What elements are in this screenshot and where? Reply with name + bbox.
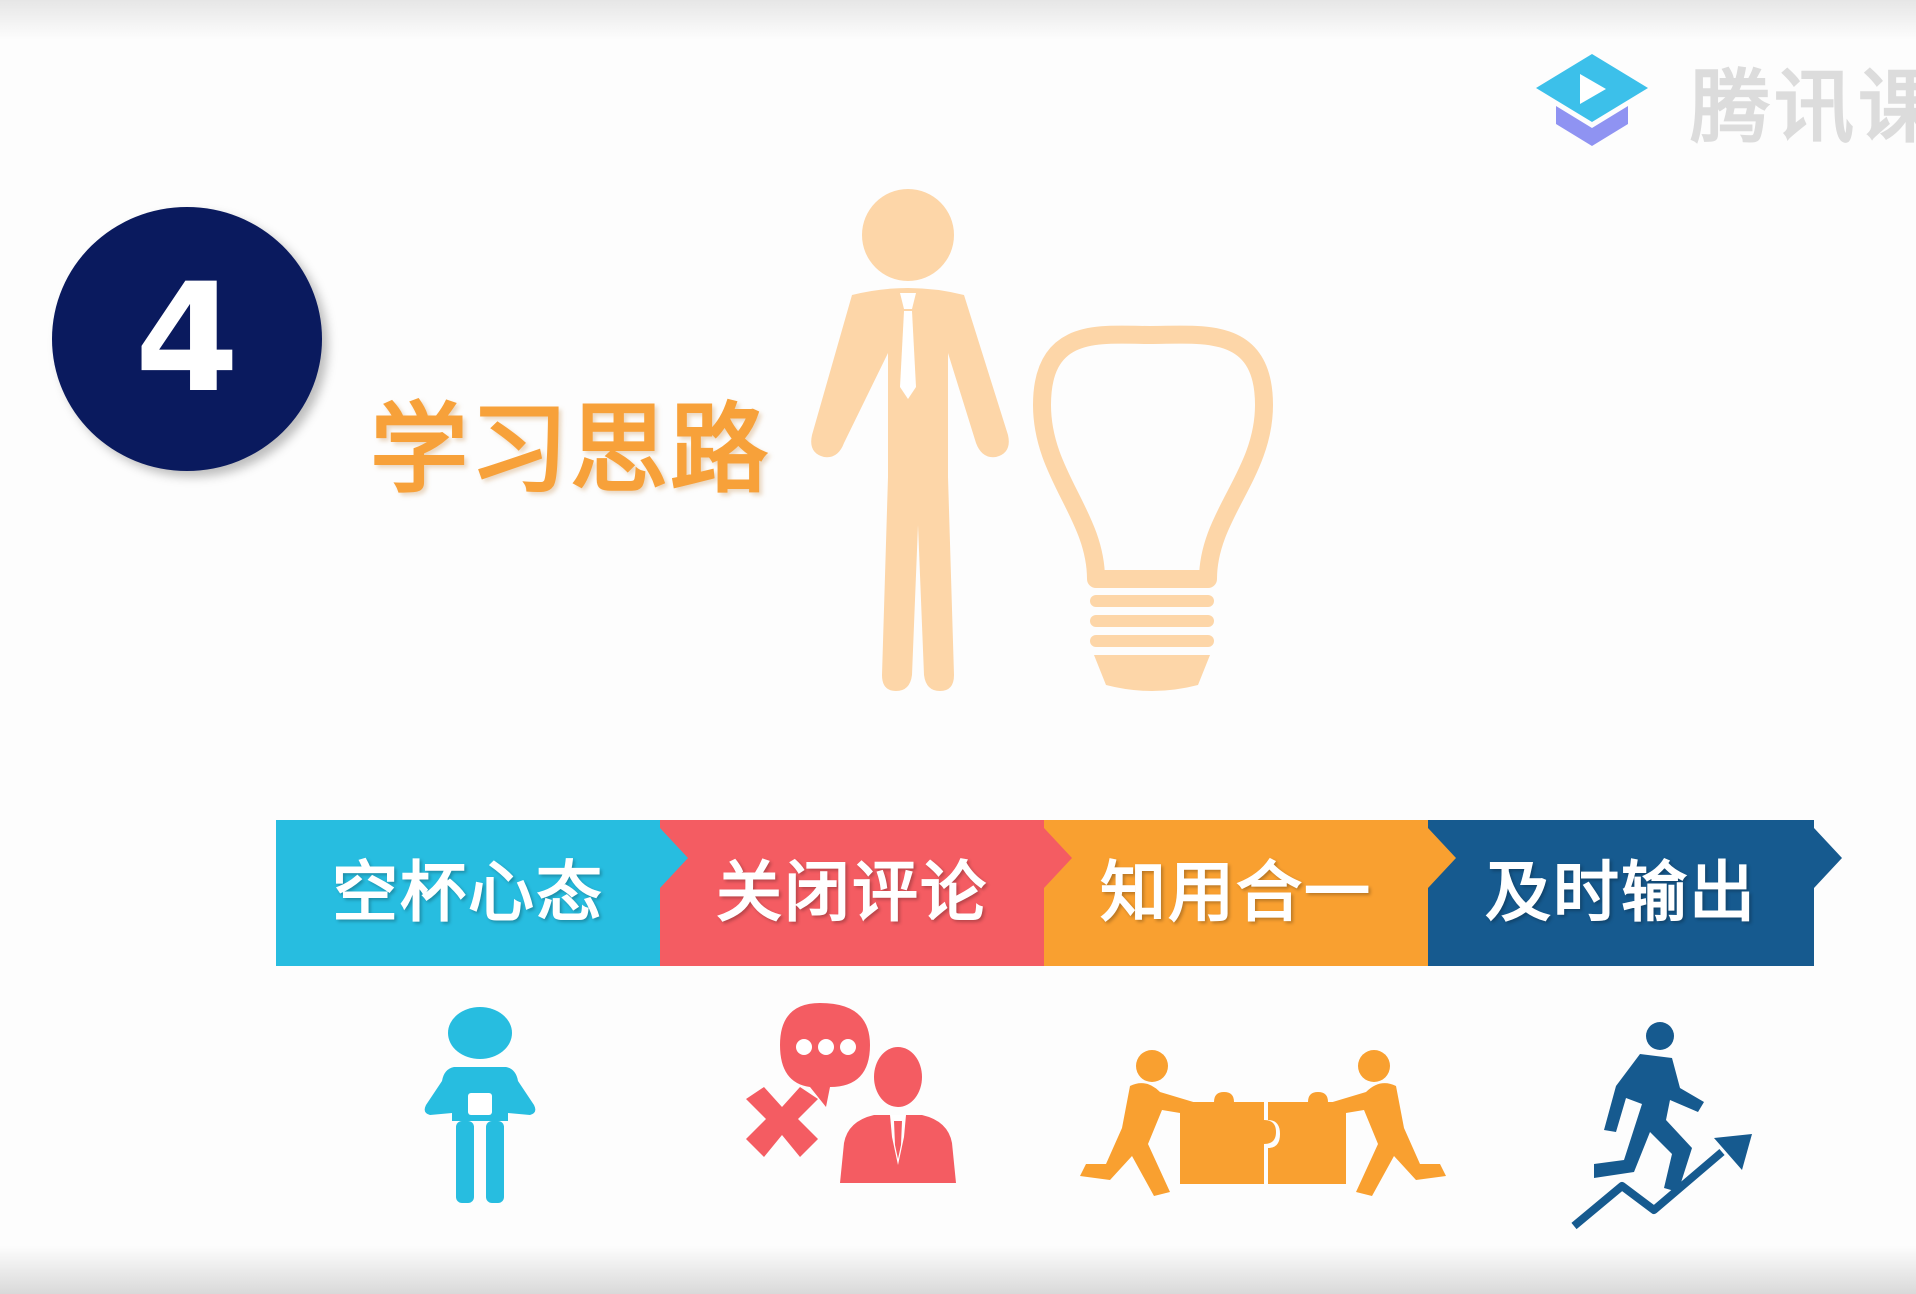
person-holding-cup-icon (424, 1007, 536, 1203)
bottom-edge-fade (0, 1246, 1916, 1294)
section-number: 4 (134, 252, 240, 426)
section-number-badge: 4 (52, 207, 322, 471)
learning-steps-bar: 空杯心态 关闭评论 知用合一 及时输出 (276, 820, 1842, 966)
step-label-1: 空杯心态 (332, 854, 604, 931)
step-arrow-3 (1428, 828, 1456, 888)
step-label-2: 关闭评论 (716, 854, 988, 931)
step-arrow-2 (1044, 828, 1072, 888)
step-band-1: 空杯心态 (276, 820, 688, 966)
section-title: 学习思路 (370, 393, 771, 507)
top-edge-fade (0, 0, 1916, 40)
step-label-3: 知用合一 (1100, 854, 1372, 931)
step-arrow-4 (1814, 828, 1842, 888)
step-arrow-1 (660, 828, 688, 888)
watermark-text: 腾讯课 (1690, 61, 1916, 154)
running-man-rising-arrow-icon (1571, 1022, 1752, 1230)
people-joining-puzzle-icon (1080, 1050, 1446, 1196)
step-band-3: 知用合一 (1044, 820, 1456, 966)
play-graduation-cap-icon (1536, 54, 1648, 146)
no-comment-speech-bubble-icon (746, 1003, 870, 1157)
step-band-4: 及时输出 (1428, 820, 1842, 966)
tencent-classroom-watermark: 腾讯课 (1530, 48, 1916, 168)
step-label-4: 及时输出 (1485, 854, 1757, 931)
step-band-2: 关闭评论 (660, 820, 1072, 966)
businessman-silhouette-icon (840, 1047, 956, 1183)
businessman-with-lightbulb-icon (811, 189, 1273, 691)
